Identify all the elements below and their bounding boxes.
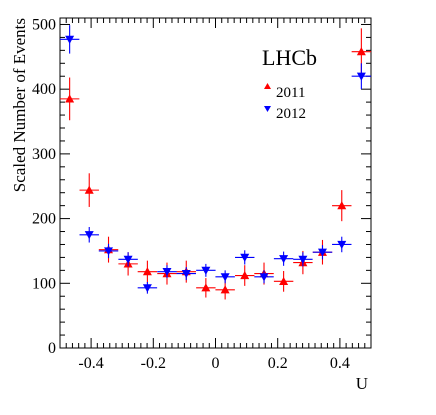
x-axis-label: U xyxy=(356,374,368,393)
series-2011 xyxy=(59,28,372,300)
data-point-2011 xyxy=(356,47,366,56)
x-tick-label: -0.4 xyxy=(78,355,103,372)
tick-labels: -0.4 -0.2 0 0.2 0.4 0 100 200 300 400 500 xyxy=(32,16,350,372)
x-tick-label: 0 xyxy=(212,355,220,372)
data-point-2012 xyxy=(181,269,191,279)
data-point-2012 xyxy=(201,266,211,275)
y-tick-label: 100 xyxy=(32,275,56,292)
data-point-2012 xyxy=(298,255,308,264)
data-point-2011 xyxy=(201,283,211,292)
data-point-2011 xyxy=(65,94,75,103)
data-point-2012 xyxy=(84,231,94,240)
data-point-2011 xyxy=(279,276,289,285)
data-point-2012 xyxy=(356,72,366,81)
legend-label-2012: 2012 xyxy=(276,106,306,122)
data-series xyxy=(59,25,372,300)
data-point-2012 xyxy=(279,255,289,264)
data-point-2011 xyxy=(84,185,94,194)
y-tick-label: 200 xyxy=(32,211,56,228)
lhcb-annotation: LHCb xyxy=(262,45,317,70)
data-point-2012 xyxy=(240,253,250,262)
legend: 2011 2012 xyxy=(264,83,306,122)
data-point-2012 xyxy=(65,35,75,44)
data-point-2012 xyxy=(337,240,347,249)
legend-marker-2011 xyxy=(264,83,271,89)
data-point-2012 xyxy=(220,273,230,282)
y-axis-label: Scaled Number of Events xyxy=(10,18,29,192)
data-point-2012 xyxy=(123,255,133,264)
axis-ticks xyxy=(59,18,372,349)
x-tick-label: 0.2 xyxy=(268,355,288,372)
y-tick-label: 400 xyxy=(32,81,56,98)
y-tick-label: 500 xyxy=(32,16,56,33)
y-tick-label: 0 xyxy=(48,340,56,357)
data-point-2011 xyxy=(142,267,152,276)
legend-label-2011: 2011 xyxy=(276,85,305,101)
data-point-2012 xyxy=(259,273,269,282)
legend-marker-2012 xyxy=(264,106,271,112)
data-point-2011 xyxy=(337,201,347,210)
data-point-2012 xyxy=(317,248,327,257)
y-tick-label: 300 xyxy=(32,146,56,163)
data-point-2012 xyxy=(162,268,172,277)
data-point-2012 xyxy=(104,247,114,256)
data-point-2011 xyxy=(240,271,250,280)
data-point-2012 xyxy=(142,284,152,293)
x-tick-label: -0.2 xyxy=(141,355,166,372)
x-tick-label: 0.4 xyxy=(330,355,350,372)
plot-frame xyxy=(59,17,372,349)
data-point-2011 xyxy=(220,285,230,294)
series-2012 xyxy=(59,25,372,294)
